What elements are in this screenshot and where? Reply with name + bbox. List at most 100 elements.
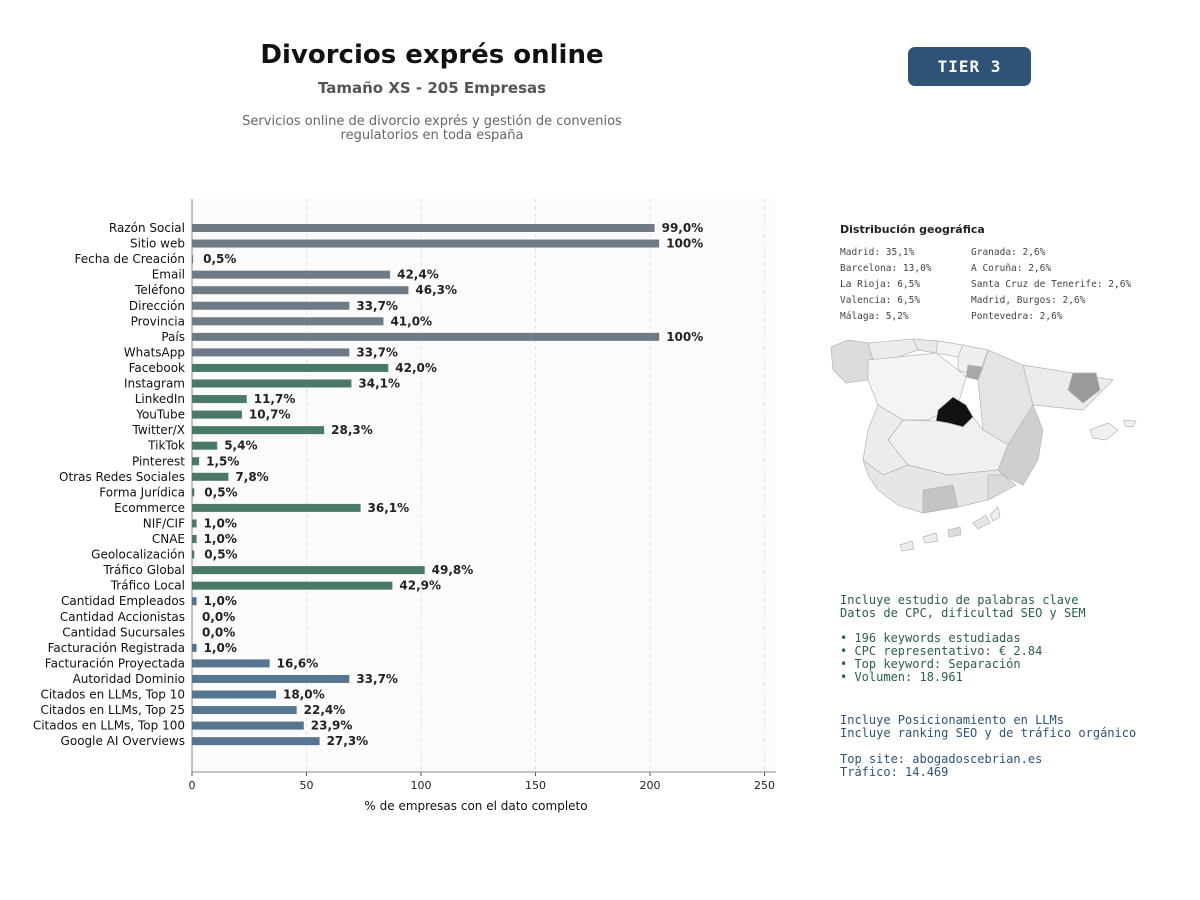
y-tick-label: Fecha de Creación (75, 252, 185, 266)
data-label: 100% (666, 237, 703, 251)
y-tick-label: Instagram (124, 377, 185, 391)
map-region-canary (922, 532, 939, 544)
y-tick-label: País (161, 330, 185, 344)
x-tick-label: 150 (525, 779, 546, 792)
data-label: 1,0% (204, 516, 237, 530)
geo-item-left: La Rioja: 6,5% (840, 279, 921, 290)
bar (192, 395, 247, 404)
data-label: 16,6% (277, 656, 319, 670)
spain-map (830, 338, 1137, 552)
bar (192, 581, 393, 590)
bar (192, 674, 350, 683)
data-label: 0,5% (204, 485, 237, 499)
bar (192, 597, 197, 606)
geo-item-right: Pontevedra: 2,6% (971, 311, 1063, 322)
geo-item-left: Madrid: 35,1% (840, 247, 915, 258)
data-label: 42,9% (399, 579, 441, 593)
llm-line-2: Incluye ranking SEO y de tráfico orgánic… (840, 726, 1137, 740)
description-line-1: Servicios online de divorcio exprés y ge… (242, 114, 622, 129)
y-tick-label: Ecommerce (114, 501, 185, 515)
map-region-canary (972, 514, 991, 530)
x-tick-label: 0 (189, 779, 196, 792)
top-site-traffic: Tráfico: 14.469 (840, 765, 949, 779)
y-tick-label: Tráfico Local (110, 579, 185, 593)
map-region-balearic (1123, 419, 1137, 428)
y-tick-label: TikTok (147, 439, 185, 453)
data-label: 11,7% (254, 392, 296, 406)
completeness-bar-chart: 0 50 100 150 200 250 Razón Social 99,0% Sitio we… (33, 199, 776, 813)
bar (192, 239, 660, 248)
bar (192, 348, 350, 357)
x-tick-label: 200 (640, 779, 661, 792)
y-tick-label: Facturación Registrada (48, 641, 185, 655)
data-label: 0,0% (202, 625, 235, 639)
bar (192, 643, 197, 652)
data-label: 23,9% (311, 719, 353, 733)
top-site: Top site: abogadoscebrian.es (840, 752, 1043, 766)
map-region-canary (899, 540, 915, 552)
data-label: 49,8% (432, 563, 474, 577)
page-title: Divorcios exprés online (260, 40, 604, 70)
data-label: 10,7% (249, 408, 291, 422)
map-region-canary (989, 506, 1001, 522)
x-tick-label: 100 (411, 779, 432, 792)
tier-badge: TIER 3 (908, 47, 1031, 86)
data-label: 41,0% (390, 314, 432, 328)
map-region-asturias (867, 338, 919, 361)
data-label: 33,7% (356, 345, 398, 359)
y-tick-label: Geolocalización (91, 548, 185, 562)
map-region-canary (947, 526, 962, 538)
data-label: 22,4% (304, 703, 346, 717)
y-tick-label: Tráfico Global (103, 563, 185, 577)
y-tick-label: Citados en LLMs, Top 10 (40, 688, 185, 702)
keyword-bullet: • Volumen: 18.961 (840, 670, 963, 684)
data-label: 100% (666, 330, 703, 344)
y-tick-label: Facturación Proyectada (45, 656, 185, 670)
data-label: 18,0% (283, 688, 325, 702)
map-region-malaga (922, 484, 959, 514)
data-label: 0,5% (203, 252, 236, 266)
bar (192, 550, 195, 559)
geo-item-right: Granada: 2,6% (971, 247, 1046, 258)
data-label: 5,4% (224, 439, 257, 453)
geo-distribution-title: Distribución geográfica (840, 223, 985, 236)
data-label: 34,1% (358, 377, 400, 391)
keyword-bullet: • Top keyword: Separación (840, 657, 1021, 671)
y-tick-label: LinkedIn (135, 392, 185, 406)
data-label: 36,1% (368, 501, 410, 515)
geo-item-left: Barcelona: 13,0% (840, 263, 932, 274)
bar (192, 363, 389, 372)
bar (192, 301, 350, 310)
data-label: 46,3% (415, 283, 457, 297)
map-region-murcia (987, 474, 1017, 501)
x-tick-label: 250 (754, 779, 775, 792)
bar (192, 379, 352, 388)
y-tick-label: Google AI Overviews (61, 734, 185, 748)
y-tick-label: Dirección (129, 299, 185, 313)
y-tick-label: Email (152, 268, 185, 282)
bar (192, 503, 361, 512)
data-label: 33,7% (356, 672, 398, 686)
data-label: 28,3% (331, 423, 373, 437)
bar (192, 472, 229, 481)
bar (192, 317, 384, 326)
keywords-line-1: Incluye estudio de palabras clave (840, 593, 1079, 607)
y-tick-label: Citados en LLMs, Top 100 (33, 719, 185, 733)
geo-item-right: A Coruña: 2,6% (971, 263, 1052, 274)
bar (192, 426, 325, 435)
y-tick-label: Twitter/X (132, 423, 185, 437)
plot-area (192, 199, 776, 772)
y-tick-label: Razón Social (109, 221, 185, 235)
bar (192, 737, 320, 746)
data-label: 1,0% (204, 641, 237, 655)
bar (192, 270, 391, 279)
y-tick-label: Sitio web (130, 237, 185, 251)
description-line-2: regulatorios en toda españa (340, 128, 524, 143)
data-label: 33,7% (356, 299, 398, 313)
bar (192, 566, 425, 575)
keywords-line-2: Datos de CPC, dificultad SEO y SEM (840, 606, 1086, 620)
data-label: 42,4% (397, 268, 439, 282)
bar (192, 706, 297, 715)
keyword-bullet: • 196 keywords estudiadas (840, 631, 1021, 645)
data-label: 0,5% (204, 548, 237, 562)
